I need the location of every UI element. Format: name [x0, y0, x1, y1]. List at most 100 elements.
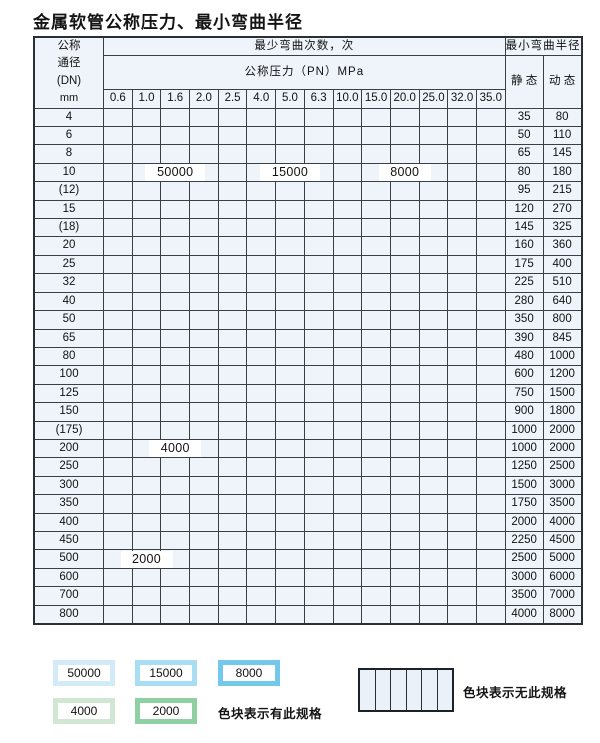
grid-cell: [246, 328, 277, 348]
grid-cell: [389, 420, 420, 440]
radius-static-cell: 280: [504, 291, 544, 312]
grid-cell: [217, 604, 248, 625]
grid-cell: [389, 549, 420, 569]
grid-cell: [332, 181, 363, 201]
header-pressure-col-9: 10.0: [332, 89, 363, 109]
grid-cell: [303, 126, 334, 146]
grid-cell: [246, 181, 277, 201]
radius-static-cell: 480: [504, 346, 544, 367]
grid-cell: [303, 107, 334, 128]
grid-cell: [475, 162, 506, 183]
radius-dynamic-cell: 2000: [542, 438, 583, 459]
grid-cell: [217, 549, 248, 569]
grid-cell: [189, 365, 219, 385]
radius-static-cell: 1000: [504, 438, 544, 459]
legend-chip-2000: 2000: [135, 698, 197, 724]
grid-cell: [418, 475, 449, 496]
grid-cell: [475, 107, 506, 128]
radius-static-cell: 750: [504, 383, 544, 404]
grid-cell: [246, 273, 277, 293]
grid-cell: [475, 420, 506, 440]
grid-cell: [160, 365, 191, 385]
header-dn: 公称 通径 (DN) mm: [33, 36, 104, 109]
grid-cell: [332, 254, 363, 275]
band-value-label: 15000: [259, 164, 320, 182]
grid-cell: [275, 181, 305, 201]
grid-cell: [275, 457, 305, 477]
grid-cell: [131, 218, 162, 238]
grid-cell: [361, 549, 391, 569]
header-pressure-col-5: 2.5: [217, 89, 248, 109]
radius-dynamic-cell: 180: [542, 162, 583, 183]
legend-chip-label: 8000: [223, 665, 275, 681]
radius-dynamic-cell: 3000: [542, 475, 583, 496]
grid-cell: [131, 586, 162, 606]
table-row: 150 900 1800: [33, 402, 583, 422]
grid-cell: [332, 512, 363, 532]
grid-cell: [131, 457, 162, 477]
grid-cell: [389, 218, 420, 238]
dn-cell: (175): [33, 420, 104, 440]
header-pressure: 公称压力（PN）MPa: [103, 55, 506, 91]
table-row: 25 175 400: [33, 254, 583, 275]
grid-cell: [131, 126, 162, 146]
grid-cell: [189, 402, 219, 422]
radius-dynamic-cell: 8000: [542, 604, 583, 625]
grid-cell: [103, 291, 133, 312]
grid-cell: [361, 383, 391, 404]
grid-cell: [246, 199, 277, 220]
grid-cell: [189, 586, 219, 606]
grid-cell: [389, 365, 420, 385]
radius-static-cell: 35: [504, 107, 544, 128]
grid-cell: [418, 291, 449, 312]
grid-cell: [447, 365, 477, 385]
header-row-1: 公称 通径 (DN) mm 最少弯曲次数，次 最小弯曲半径: [33, 36, 583, 109]
grid-cell: [131, 475, 162, 496]
grid-cell: [217, 273, 248, 293]
grid-cell: [332, 567, 363, 588]
grid-cell: [217, 310, 248, 330]
grid-cell: [332, 438, 363, 459]
dn-cell: 25: [33, 254, 104, 275]
grid-cell: [332, 144, 363, 164]
radius-dynamic-cell: 2500: [542, 457, 583, 477]
grid-cell: [303, 328, 334, 348]
grid-cell: [418, 181, 449, 201]
grid-cell: [447, 291, 477, 312]
grid-cell: [389, 199, 420, 220]
grid-cell: [389, 346, 420, 367]
grid-cell: [217, 346, 248, 367]
grid-cell: [361, 126, 391, 146]
dn-cell: 40: [33, 291, 104, 312]
radius-static-cell: 1500: [504, 475, 544, 496]
grid-cell: [131, 199, 162, 220]
radius-dynamic-cell: 1500: [542, 383, 583, 404]
radius-dynamic-cell: 640: [542, 291, 583, 312]
grid-cell: [475, 273, 506, 293]
grid-cell: [246, 475, 277, 496]
grid-cell: [332, 383, 363, 404]
grid-cell: [246, 254, 277, 275]
legend-chip-4000: 4000: [53, 698, 115, 724]
grid-cell: [103, 254, 133, 275]
grid-cell: [189, 346, 219, 367]
dn-cell: 4: [33, 107, 104, 128]
legend-no-spec-text: 色块表示无此规格: [463, 685, 568, 700]
grid-cell: [275, 236, 305, 256]
grid-cell: [246, 438, 277, 459]
grid-cell: [189, 549, 219, 569]
grid-cell: [447, 512, 477, 532]
grid-cell: [217, 365, 248, 385]
grid-cell: [389, 475, 420, 496]
grid-cell: [389, 254, 420, 275]
grid-cell: [418, 236, 449, 256]
radius-static-cell: 225: [504, 273, 544, 293]
grid-cell: [189, 236, 219, 256]
dn-cell: 32: [33, 273, 104, 293]
header-pressure-col-8: 6.3: [303, 89, 334, 109]
grid-cell: [475, 199, 506, 220]
dn-cell: 20: [33, 236, 104, 256]
grid-cell: [103, 199, 133, 220]
grid-cell: [389, 144, 420, 164]
grid-cell: [275, 126, 305, 146]
